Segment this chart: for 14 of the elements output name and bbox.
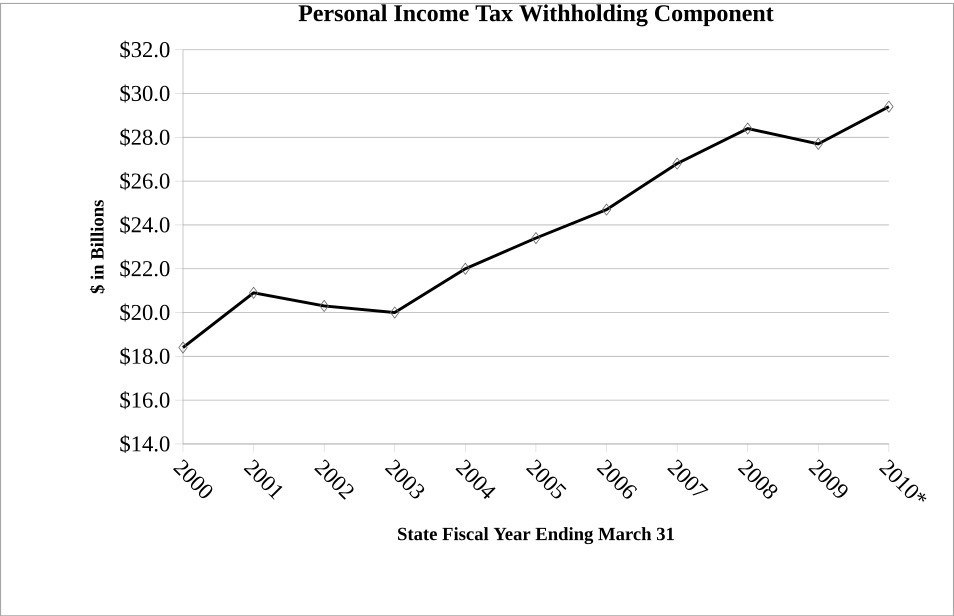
y-tick-label: $24.0 [120,216,170,234]
y-tick-label: $16.0 [120,390,170,410]
chart-title: Personal Income Tax Withholding Component [298,4,774,26]
y-tick-label: $20.0 [120,303,170,322]
y-tick-label: $32.0 [120,40,170,59]
y-tick-label: $18.0 [120,347,170,366]
y-tick-label: $30.0 [120,84,170,102]
y-tick-label: $22.0 [120,260,170,278]
y-tick-label: $14.0 [120,434,170,453]
y-axis-title: $ in Billions [90,200,105,294]
x-axis-title: State Fiscal Year Ending March 31 [398,526,674,544]
y-tick-label: $28.0 [120,128,170,146]
y-tick-label: $26.0 [120,172,170,190]
x-tick-label: 2007 [667,459,709,496]
